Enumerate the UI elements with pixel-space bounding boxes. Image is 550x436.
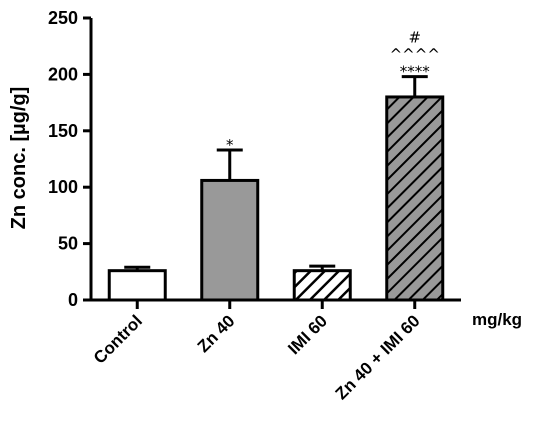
y-tick-label: 0 — [68, 290, 78, 310]
bar — [200, 178, 260, 302]
significance-marker: ^^^^ — [390, 46, 440, 64]
x-tick-label: IMI 60 — [284, 311, 331, 358]
bar — [385, 95, 445, 302]
y-tick-label: 50 — [58, 234, 78, 254]
y-tick-label: 200 — [48, 64, 78, 84]
x-tick-label: Control — [90, 311, 146, 367]
y-tick-label: 250 — [48, 8, 78, 28]
bar — [292, 269, 352, 302]
significance-marker: **** — [400, 63, 431, 81]
x-tick-label: Zn 40 + IMI 60 — [332, 311, 424, 403]
x-tick-label: Zn 40 — [194, 311, 239, 356]
bars — [107, 95, 445, 302]
y-tick-label: 150 — [48, 121, 78, 141]
significance-marker: # — [408, 29, 421, 47]
significance-annotations: *****^^^^# — [226, 29, 440, 154]
y-tick-label: 100 — [48, 177, 78, 197]
y-axis-label: Zn conc. [µg/g] — [8, 87, 30, 230]
x-axis-unit-label: mg/kg — [472, 310, 522, 329]
error-bars — [124, 75, 428, 271]
x-axis: Control Zn 40 IMI 60 Zn 40 + IMI 60 — [89, 298, 461, 403]
bar — [107, 269, 167, 302]
significance-marker: * — [226, 136, 234, 154]
y-axis: 0 50 100 150 200 250 — [48, 8, 93, 310]
